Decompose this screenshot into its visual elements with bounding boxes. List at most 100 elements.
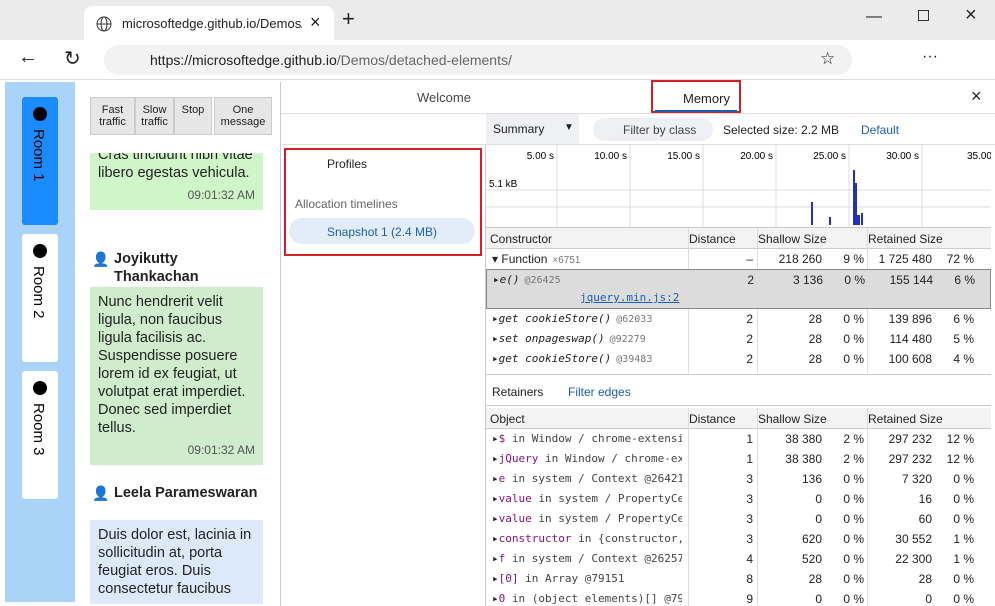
expand-arrow[interactable]: ▸ (492, 552, 499, 565)
snapshot[interactable]: Snapshot 1 (2.4 MB) (289, 218, 475, 244)
source-link[interactable]: jquery.min.js:2 (580, 291, 680, 304)
table-row[interactable]: ▸$ in Window / chrome-extensic 1 38 380 2 %… (486, 429, 991, 449)
room-button[interactable]: Room 2 (22, 234, 58, 362)
minimize[interactable]: — (866, 8, 882, 25)
tab-welcome[interactable]: Welcome (417, 90, 471, 105)
retained-pct: 6 % (953, 312, 974, 326)
column-header: Constructor (490, 232, 553, 246)
table-row[interactable]: ▸[0] in Array @79151 8 28 0 % 28 0 % (486, 569, 991, 589)
distance: 3 (746, 512, 753, 526)
retained-pct: 0 % (953, 512, 974, 526)
table-row[interactable]: ▸e() @26425 jquery.min.js:2 2 3 136 0 % 155 14… (486, 269, 991, 309)
view-select[interactable]: Summary ▼ (486, 114, 579, 144)
expand-arrow[interactable]: ▸ (492, 492, 499, 505)
name: set onpageswap() (498, 332, 605, 345)
shallow: 28 (808, 352, 822, 366)
expand-arrow[interactable]: ▾ (492, 252, 502, 266)
message: Nunc hendrerit velit ligula, non faucibu… (90, 287, 263, 465)
name: constructor (498, 532, 572, 545)
memory-toolbar: Summary ▼ Filter by class Selected size: … (281, 114, 995, 145)
expand-arrow[interactable]: ▸ (492, 332, 499, 345)
expand-arrow[interactable]: ▸ (493, 273, 500, 286)
table-row[interactable]: ▸value in system / PropertyCel 3 0 0 % 60 0 % (486, 509, 991, 529)
table-row[interactable]: ▸e in system / Context @26421 3 136 0 % 7 32… (486, 469, 991, 489)
expand-arrow[interactable]: ▸ (492, 592, 499, 605)
room-button[interactable]: Room 3 (22, 371, 58, 499)
table-row[interactable]: ▸set onpageswap() @92279 2 28 0 % 114 480 5 % (486, 329, 991, 349)
column-header: Shallow Size (758, 232, 827, 246)
distance: 2 (746, 352, 753, 366)
retained: 60 (918, 512, 932, 526)
shallow-pct: 0 % (843, 312, 864, 326)
retained-pct: 5 % (953, 332, 974, 346)
devtools: Welcome Memory × Summary ▼ Filter by clas… (280, 80, 995, 606)
table-row[interactable]: ▸constructor in {constructor, 3 620 0 % 30 5… (486, 529, 991, 549)
shallow: 38 380 (785, 452, 822, 466)
distance: 3 (746, 532, 753, 546)
chat-button[interactable]: Fast traffic (90, 97, 135, 135)
row-name: ▸get cookieStore() @62033 (492, 312, 682, 327)
row-name: ▸jQuery in Window / chrome-ext (492, 452, 682, 467)
table-row[interactable]: ▸f in system / Context @26257 4 520 0 % 22 3… (486, 549, 991, 569)
room-label: Room 3 (30, 403, 47, 456)
distance: 2 (746, 332, 753, 346)
timeline-label: 30.00 s (886, 151, 919, 162)
suffix: in Window / chrome-ext (538, 452, 682, 465)
shallow-pct: 0 % (843, 572, 864, 586)
shallow: 520 (801, 552, 822, 566)
expand-arrow[interactable]: ▸ (492, 432, 499, 445)
devtools-tabs: Welcome Memory × (281, 80, 995, 114)
url-box[interactable]: https://microsoftedge.github.io/Demos/de… (104, 45, 852, 75)
class-filter[interactable]: Filter by class (593, 118, 713, 141)
globe-icon (96, 16, 112, 32)
expand-arrow[interactable]: ▸ (492, 472, 499, 485)
close-devtools[interactable]: × (971, 86, 982, 106)
filter-edges[interactable]: Filter edges (568, 385, 631, 399)
chat-button[interactable]: Slow traffic (135, 97, 174, 135)
retained: 1 725 480 (878, 252, 932, 266)
chat-button[interactable]: One message (214, 97, 272, 135)
distance: 1 (746, 432, 753, 446)
menu[interactable]: ··· (922, 48, 938, 65)
maximize[interactable] (918, 10, 929, 21)
chat-button[interactable]: Stop (174, 97, 212, 135)
row-name: ▸constructor in {constructor, (492, 532, 682, 547)
refresh[interactable]: ↻ (64, 48, 81, 70)
button-row: Fast traffic Slow traffic Stop One message (90, 97, 280, 135)
shallow-pct: 0 % (843, 512, 864, 526)
suffix: in system / Context @26421 (505, 472, 682, 485)
expand-arrow[interactable]: ▸ (492, 572, 499, 585)
shallow: 620 (801, 532, 822, 546)
expand-arrow[interactable]: ▸ (492, 312, 499, 325)
name: e (498, 472, 506, 485)
table-row[interactable]: ▸jQuery in Window / chrome-ext 1 38 380 2 %… (486, 449, 991, 469)
close-window[interactable]: × (965, 4, 977, 26)
table-row[interactable]: ▸get cookieStore() @62033 2 28 0 % 139 896 6 % (486, 309, 991, 329)
table-row[interactable]: ▸get cookieStore() @39483 2 28 0 % 100 608 4 % (486, 349, 991, 369)
table-row[interactable]: ▸value in system / PropertyCel 3 0 0 % 16 0 % (486, 489, 991, 509)
expand-arrow[interactable]: ▸ (492, 452, 499, 465)
suffix: in Array @79151 (518, 572, 625, 585)
shallow: 136 (801, 472, 822, 486)
new-tab[interactable]: + (342, 6, 355, 31)
expand-arrow[interactable]: ▸ (492, 532, 499, 545)
expand-arrow[interactable]: ▸ (492, 352, 499, 365)
expand-arrow[interactable]: ▸ (492, 512, 499, 525)
room-button[interactable]: Room 1 (22, 97, 58, 225)
suffix: in {constructor, (571, 532, 682, 545)
room-label: Room 2 (30, 266, 47, 319)
name: jQuery (498, 452, 539, 465)
back[interactable]: ← (18, 46, 38, 68)
tab-close[interactable]: × (310, 12, 321, 32)
tab[interactable]: microsoftedge.github.io/Demos/d × (84, 6, 334, 40)
favorite[interactable]: ☆ (820, 49, 836, 68)
row-name: ▸get cookieStore() @39483 (492, 352, 682, 367)
tab-memory[interactable]: Memory (683, 91, 730, 106)
room-dot (33, 107, 47, 121)
distance: 9 (746, 592, 753, 606)
table-row[interactable]: ▾ Function ×6751 – 218 260 9 % 1 725 480 72 % (486, 249, 991, 269)
table-row[interactable]: ▸0 in (object elements)[] @791 9 0 0 % 0 0 % (486, 589, 991, 606)
shallow-pct: 0 % (843, 592, 864, 606)
shallow: 0 (815, 492, 822, 506)
mode[interactable]: Default (861, 123, 900, 137)
